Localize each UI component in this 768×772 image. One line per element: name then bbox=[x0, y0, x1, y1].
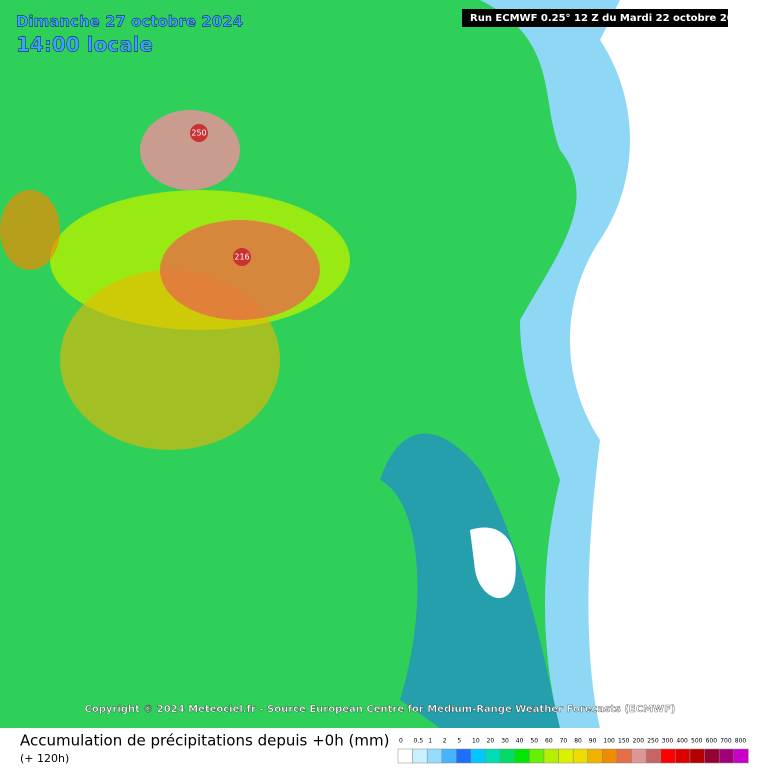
legend-label: 400 bbox=[676, 738, 688, 745]
legend-label: 30 bbox=[501, 738, 509, 745]
maximum-label: 216 bbox=[234, 253, 249, 262]
legend-label: 1 bbox=[428, 738, 432, 745]
legend-label: 250 bbox=[647, 738, 659, 745]
legend-swatch bbox=[397, 748, 413, 764]
sardinia bbox=[470, 527, 516, 599]
legend-swatch bbox=[733, 748, 749, 764]
legend-swatch bbox=[412, 748, 428, 764]
legend-label: 90 bbox=[589, 738, 597, 745]
legend-swatch bbox=[645, 748, 662, 764]
legend-label: 200 bbox=[633, 738, 645, 745]
rain-zone bbox=[0, 190, 60, 270]
low-zone bbox=[380, 433, 560, 728]
legend-label: 500 bbox=[691, 738, 703, 745]
legend-label: 20 bbox=[487, 738, 495, 745]
legend-swatch bbox=[616, 748, 632, 764]
legend-swatch bbox=[602, 748, 618, 764]
land-dry bbox=[570, 0, 768, 728]
legend-label: 700 bbox=[720, 738, 732, 745]
legend-swatch bbox=[441, 748, 457, 764]
legend-swatch bbox=[689, 748, 705, 764]
legend-swatch bbox=[631, 748, 647, 764]
legend-label: 40 bbox=[516, 738, 524, 745]
legend-swatch bbox=[587, 748, 603, 764]
legend-label: 0 bbox=[399, 738, 403, 745]
run-info: Run ECMWF 0.25° 12 Z du Mardi 22 octobre… bbox=[470, 13, 748, 24]
maximum-marker bbox=[190, 124, 208, 142]
legend-label: 10 bbox=[472, 738, 480, 745]
legend-swatch bbox=[470, 748, 486, 764]
legend-swatch bbox=[485, 748, 501, 764]
legend-label: 2 bbox=[443, 738, 447, 745]
rain-zone bbox=[160, 220, 320, 320]
legend-label: 100 bbox=[603, 738, 615, 745]
legend-swatch bbox=[704, 748, 720, 764]
legend-subtitle: (+ 120h) bbox=[20, 752, 69, 765]
run-box bbox=[462, 9, 728, 27]
legend-label: 800 bbox=[735, 738, 747, 745]
time: 14:00 locale bbox=[16, 33, 153, 57]
legend-label: 5 bbox=[457, 738, 461, 745]
legend-label: 80 bbox=[574, 738, 582, 745]
legend-swatch bbox=[558, 748, 574, 764]
date: Dimanche 27 octobre 2024 bbox=[16, 13, 243, 31]
legend-label: 600 bbox=[706, 738, 718, 745]
legend-title: Accumulation de précipitations depuis +0… bbox=[20, 732, 389, 750]
legend-swatch bbox=[660, 748, 676, 764]
legend-swatch bbox=[499, 748, 516, 764]
legend-label: 50 bbox=[530, 738, 538, 745]
legend-label: 150 bbox=[618, 738, 630, 745]
maximum-marker bbox=[233, 248, 251, 266]
legend-label: 300 bbox=[662, 738, 674, 745]
rain-zone bbox=[140, 110, 240, 190]
legend-swatch bbox=[572, 748, 589, 764]
legend-swatch bbox=[718, 748, 735, 764]
legend-label: 70 bbox=[560, 738, 568, 745]
legend-label: 60 bbox=[545, 738, 553, 745]
legend-swatch bbox=[426, 748, 443, 764]
legend-swatch bbox=[675, 748, 691, 764]
copyright: Copyright © 2024 Meteociel.fr - Source E… bbox=[85, 704, 676, 715]
legend-swatch bbox=[543, 748, 559, 764]
legend-swatch bbox=[529, 748, 545, 764]
legend-swatch bbox=[456, 748, 472, 764]
legend-swatch bbox=[514, 748, 530, 764]
legend-label: 0.5 bbox=[414, 738, 424, 745]
maximum-label: 250 bbox=[191, 129, 206, 138]
